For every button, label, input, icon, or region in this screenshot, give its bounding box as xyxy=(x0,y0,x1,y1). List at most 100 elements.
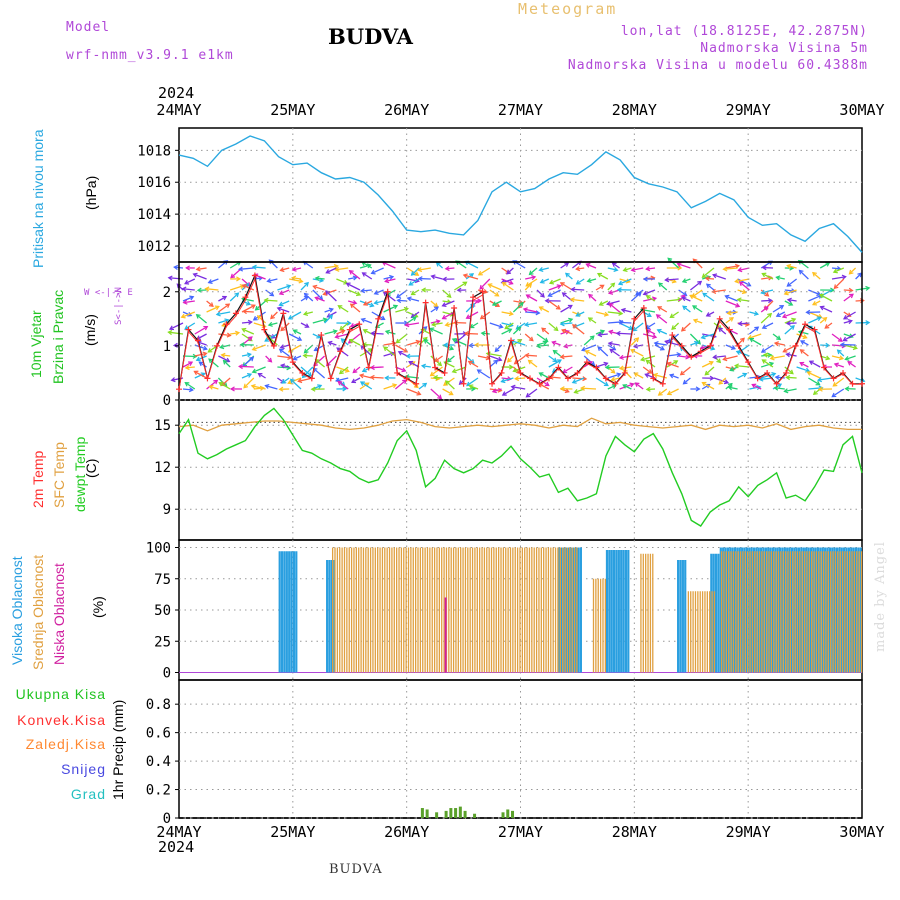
cloud-mid-bar xyxy=(490,547,493,673)
wind-arrow-head xyxy=(603,311,610,317)
cloud-mid-bar xyxy=(746,551,749,673)
wind-arrow-head xyxy=(417,267,423,273)
wind-speed-marker xyxy=(251,272,258,279)
cloud-mid-bar xyxy=(763,551,765,673)
wind-arrow-head xyxy=(303,348,309,354)
wind-arrow xyxy=(609,303,621,313)
wind-arrow-head xyxy=(561,292,567,297)
wind-arrow xyxy=(526,388,538,398)
cloud-mid-bar xyxy=(592,578,595,673)
wind-speed-marker xyxy=(621,369,628,376)
wind-arrow xyxy=(751,383,762,390)
cloud-mid-bar xyxy=(694,591,697,673)
wind-arrow-head xyxy=(508,311,514,317)
wind-arrow-head xyxy=(737,321,743,327)
wind-arrow xyxy=(452,366,467,373)
wind-arrow-head xyxy=(842,336,848,342)
wind-arrow-head xyxy=(404,322,410,328)
wind-arrow xyxy=(206,305,220,313)
wind-arrow xyxy=(834,363,845,368)
wind-arrow xyxy=(784,388,797,393)
wind-arrow xyxy=(787,298,797,302)
wind-arrow xyxy=(489,359,498,368)
cloud-mid-bar xyxy=(481,547,483,673)
wind-arrow-head xyxy=(278,386,284,392)
wind-arrow xyxy=(346,282,361,291)
wind-arrow-head xyxy=(541,327,547,333)
wind-arrow xyxy=(525,276,536,280)
cloud-mid-bar xyxy=(343,547,346,673)
wind-arrow xyxy=(597,346,609,357)
cloud-high-bar xyxy=(617,550,620,673)
wind-arrow-head xyxy=(805,367,811,373)
wind-arrow-head xyxy=(304,281,309,287)
wind-arrow xyxy=(812,300,821,306)
wind-arrow-head xyxy=(204,286,210,292)
wind-arrow-head xyxy=(506,269,512,275)
altitude-label: Nadmorska Visina 5m xyxy=(700,41,868,56)
wind-arrow xyxy=(481,332,490,335)
cloud-mid-bar xyxy=(801,551,803,673)
cloud-mid-bar xyxy=(531,547,533,673)
wind-arrow xyxy=(324,314,333,324)
cloud-high-bar xyxy=(821,547,824,673)
wind-arrow-head xyxy=(508,322,514,328)
wind-arrow-head xyxy=(266,278,272,284)
wind-arrow xyxy=(431,275,443,280)
wind-arrow xyxy=(265,355,272,363)
wind-arrow xyxy=(680,366,691,376)
wind-arrow-head xyxy=(470,303,475,308)
wind-arrow-head xyxy=(229,386,235,392)
wind-arrow-head xyxy=(682,379,688,385)
cloud-mid-bar xyxy=(720,551,723,673)
wind-arrow-head xyxy=(832,382,838,387)
cloud-mid-bar xyxy=(424,547,426,673)
wind-speed-marker xyxy=(327,375,334,382)
wind-arrow-head xyxy=(235,330,241,336)
wind-arrow xyxy=(359,382,370,390)
wind-arrow xyxy=(513,300,523,304)
wind-arrow xyxy=(728,386,738,390)
wind-arrow-head xyxy=(413,383,419,389)
wind-arrow-head xyxy=(250,304,256,309)
wind-speed-marker xyxy=(678,342,685,349)
wind-arrow-head xyxy=(253,273,259,279)
wind-arrow xyxy=(411,267,420,276)
wind-arrow-head xyxy=(246,352,252,358)
cloud-mid-bar xyxy=(770,551,773,673)
wind-arrow xyxy=(524,333,534,342)
legend-hail: Grad xyxy=(70,786,106,802)
wind-arrow-head xyxy=(304,323,310,328)
wind-arrow xyxy=(787,264,797,269)
cloud-high-bar xyxy=(558,547,561,673)
wind-arrow xyxy=(597,272,609,280)
wind-arrow xyxy=(397,299,408,302)
wind-arrow xyxy=(315,277,325,280)
cloud-high-bar xyxy=(278,551,281,673)
wind-arrow-head xyxy=(479,314,485,320)
wind-arrow-head xyxy=(442,381,448,386)
wind-arrow xyxy=(312,318,327,324)
wind-arrow xyxy=(682,278,691,283)
wind-arrow xyxy=(666,298,682,302)
cloud-mid-bar xyxy=(853,551,856,673)
wind-speed-marker xyxy=(289,359,296,366)
wind-arrow xyxy=(540,278,550,284)
legend-freezing-rain: Zaledj.Kisa xyxy=(25,736,106,752)
cloud-high-bar xyxy=(575,547,578,673)
wind-arrow xyxy=(525,322,538,326)
y-tick-label-wind: 0 xyxy=(163,393,171,409)
wind-arrow xyxy=(218,296,227,302)
wind-arrow-head xyxy=(287,354,293,361)
x-tick-label-top: 26MAY xyxy=(384,101,429,119)
pressure-unit: (hPa) xyxy=(83,175,99,210)
wind-speed-marker xyxy=(754,375,761,382)
wind-arrow xyxy=(607,311,623,315)
wind-arrow-head xyxy=(645,359,651,365)
wind-arrow-head xyxy=(507,328,513,333)
wind-arrow-head xyxy=(618,319,624,326)
wind-arrow xyxy=(477,355,490,360)
wind-speed-marker xyxy=(356,321,363,328)
cloud-high-bar xyxy=(793,547,796,673)
cloud-mid-bar xyxy=(569,547,571,673)
